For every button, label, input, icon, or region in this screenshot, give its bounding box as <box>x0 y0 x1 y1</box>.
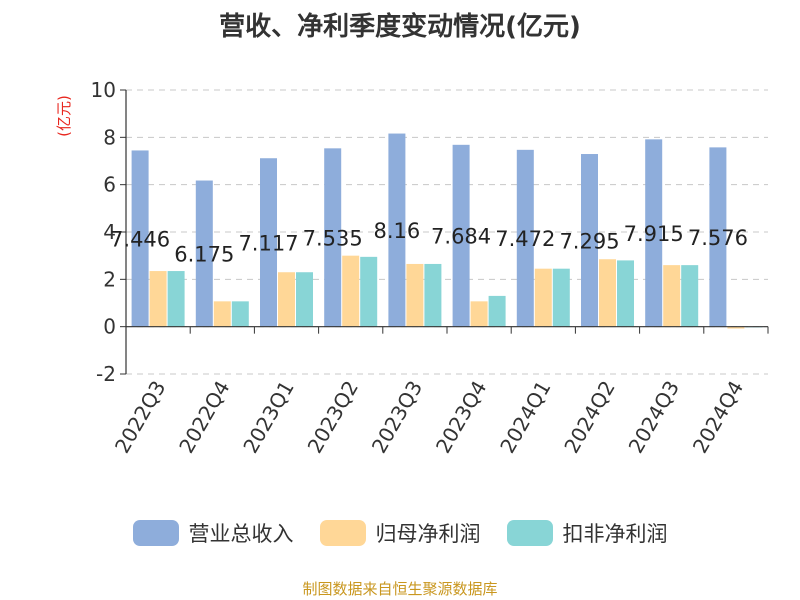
bar-归母净利润-2023Q2 <box>342 255 360 327</box>
x-tick-label: 2023Q1 <box>238 377 298 458</box>
bar-扣非净利润-2024Q1 <box>552 268 570 327</box>
bar-营业总收入-2024Q2 <box>581 154 598 327</box>
legend-item[interactable]: 扣非净利润 <box>506 518 668 548</box>
legend-swatch <box>132 520 179 546</box>
bar-归母净利润-2024Q2 <box>599 259 616 327</box>
x-tick-label: 2024Q4 <box>688 377 748 458</box>
x-tick-label: 2023Q3 <box>367 377 427 458</box>
legend-swatch <box>506 520 553 546</box>
bar-营业总收入-2024Q4 <box>709 147 727 327</box>
y-axis-label: (亿元) <box>55 95 73 137</box>
bar-营业总收入-2024Q3 <box>645 139 663 327</box>
data-label: 8.16 <box>374 219 421 243</box>
x-tick-label: 2023Q4 <box>431 376 491 457</box>
bar-归母净利润-2024Q3 <box>663 265 681 327</box>
source-note: 制图数据来自恒生聚源数据库 <box>302 580 498 598</box>
data-label: 7.535 <box>303 227 363 251</box>
bar-营业总收入-2023Q4 <box>452 144 470 327</box>
bar-营业总收入-2023Q3 <box>388 133 406 327</box>
data-label: 6.175 <box>174 243 234 267</box>
legend-label: 归母净利润 <box>375 522 481 546</box>
y-tick-label: 6 <box>103 173 116 197</box>
bar-营业总收入-2024Q1 <box>516 149 534 327</box>
bar-营业总收入-2023Q1 <box>260 158 277 327</box>
data-label: 7.472 <box>495 227 555 251</box>
bar-扣非净利润-2023Q1 <box>296 272 313 327</box>
bar-归母净利润-2022Q3 <box>149 271 167 327</box>
y-tick-label: -2 <box>96 362 116 386</box>
bar-扣非净利润-2022Q4 <box>231 301 249 327</box>
data-label: 7.446 <box>110 228 170 252</box>
bar-归母净利润-2023Q3 <box>406 263 424 327</box>
data-label: 7.684 <box>431 225 491 249</box>
legend-label: 扣非净利润 <box>562 522 668 546</box>
y-tick-label: 10 <box>91 78 116 102</box>
bar-扣非净利润-2023Q3 <box>424 263 442 327</box>
bar-营业总收入-2023Q2 <box>324 148 342 327</box>
data-label: 7.117 <box>238 231 298 255</box>
bar-扣非净利润-2023Q2 <box>360 256 378 327</box>
y-tick-label: 4 <box>103 220 116 244</box>
y-tick-label: 0 <box>103 315 116 339</box>
x-tick-label: 2024Q2 <box>559 377 619 458</box>
legend-label: 营业总收入 <box>188 522 294 546</box>
bar-营业总收入-2022Q3 <box>131 150 149 327</box>
bar-扣非净利润-2024Q3 <box>681 265 699 327</box>
bar-营业总收入-2022Q4 <box>195 180 213 327</box>
bar-扣非净利润-2023Q4 <box>488 295 506 327</box>
chart-title: 营收、净利季度变动情况(亿元) <box>219 12 581 42</box>
data-label: 7.915 <box>624 222 684 246</box>
y-tick-label: 2 <box>103 267 116 291</box>
bar-归母净利润-2024Q1 <box>534 268 552 327</box>
x-tick-label: 2022Q3 <box>110 377 170 458</box>
x-tick-label: 2023Q2 <box>303 377 363 458</box>
bar-扣非净利润-2024Q2 <box>617 260 634 327</box>
data-label: 7.576 <box>688 226 748 250</box>
bar-归母净利润-2023Q1 <box>278 272 295 327</box>
bar-归母净利润-2024Q4 <box>727 326 745 329</box>
bar-归母净利润-2023Q4 <box>470 301 488 327</box>
x-tick-label: 2022Q4 <box>174 377 234 458</box>
bars <box>131 133 763 329</box>
y-tick-label: 8 <box>103 125 116 149</box>
x-tick-label: 2024Q3 <box>624 377 684 458</box>
legend: 营业总收入 归母净利润 扣非净利润 <box>0 518 800 548</box>
data-label: 7.295 <box>559 229 619 253</box>
legend-item[interactable]: 归母净利润 <box>319 518 481 548</box>
bar-扣非净利润-2022Q3 <box>167 271 185 327</box>
x-tick-label: 2024Q1 <box>495 377 555 458</box>
legend-swatch <box>319 520 366 546</box>
bar-归母净利润-2022Q4 <box>213 301 231 327</box>
legend-item[interactable]: 营业总收入 <box>132 518 294 548</box>
